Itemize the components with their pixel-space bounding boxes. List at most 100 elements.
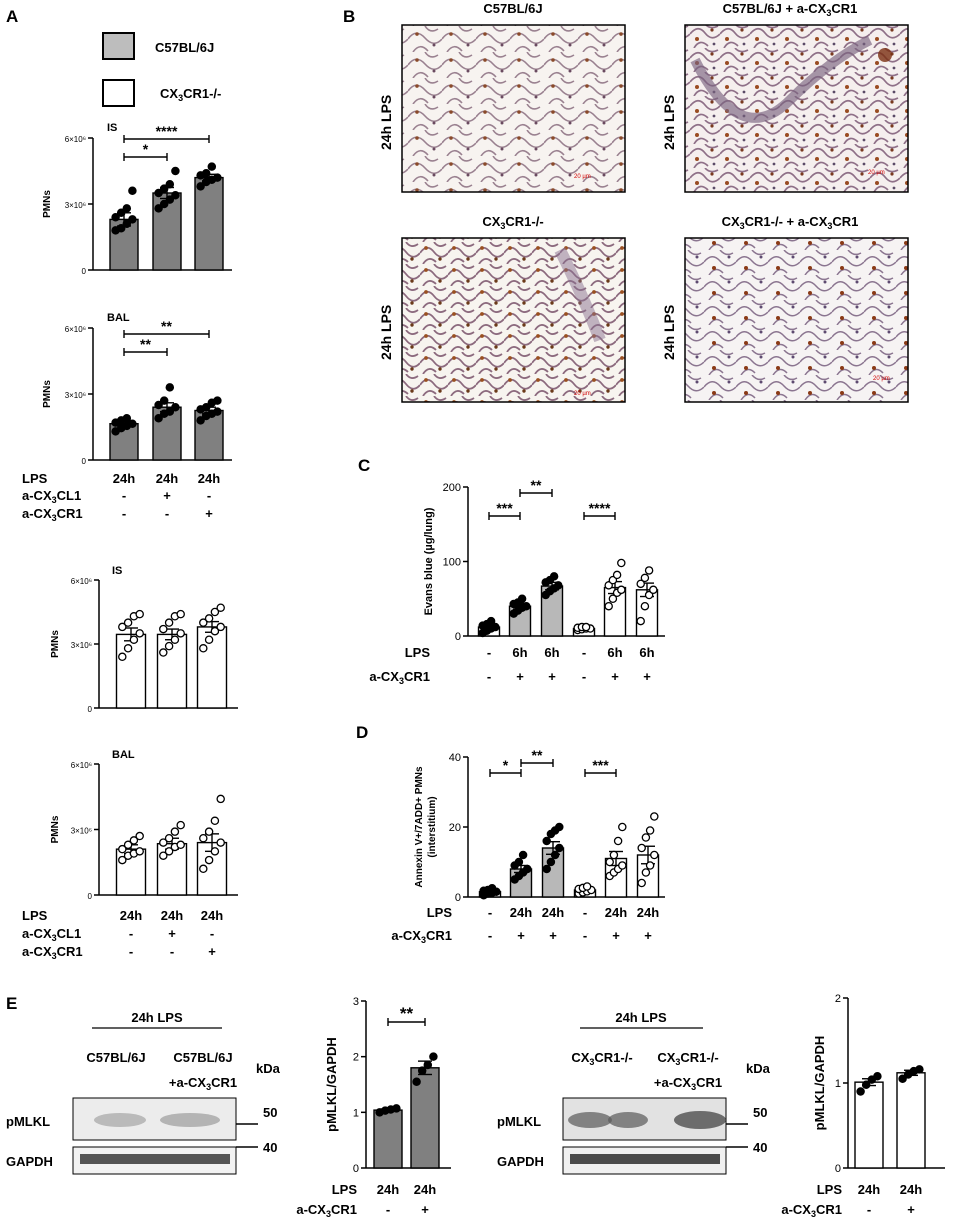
condition-value: 24h — [120, 908, 142, 923]
panel-label-e: E — [6, 994, 17, 1013]
condition-value: 6h — [512, 645, 527, 660]
micrograph-panel: C57BL/6J C57BL/6J + a-CX3CR1 CX3CR1-/- C… — [378, 1, 909, 403]
data-point — [196, 182, 205, 191]
row-label-e2-lps: LPS — [817, 1182, 843, 1197]
data-point — [128, 419, 137, 428]
condition-value: - — [129, 926, 133, 941]
row-label-acl1: a-CX3CL1 — [22, 488, 81, 505]
condition-value: - — [170, 944, 174, 959]
y-tick-label: 2 — [353, 1052, 359, 1064]
data-point — [159, 199, 169, 209]
data-point — [165, 179, 175, 189]
legend-label-wt: C57BL/6J — [155, 40, 214, 55]
data-point — [213, 173, 222, 182]
y-tick-label: 6×10⁶ — [65, 325, 86, 334]
data-point — [164, 847, 174, 856]
side-label-4: 24h LPS — [661, 305, 677, 360]
data-point — [637, 843, 646, 853]
chart-e-pmlkl-ko: 0 1 2 pMLKL/GAPDH — [812, 993, 945, 1175]
ko-vessel — [554, 247, 606, 343]
data-point — [604, 601, 613, 611]
data-point — [170, 635, 180, 644]
data-point — [164, 833, 174, 843]
condition-value: - — [583, 905, 587, 920]
data-point — [159, 184, 169, 193]
western-blot-ko: 24h LPS CX3CR1-/- CX3CR1-/- +a-CX3CR1 kD… — [497, 1010, 771, 1175]
row-label-lps: LPS — [22, 471, 48, 486]
data-point — [612, 570, 622, 580]
micrograph-wt-acr1 — [684, 24, 909, 193]
condition-value: 24h — [201, 908, 223, 923]
chart-e-pmlkl-wt: 0 1 2 3 pMLKL/GAPDH ** — [324, 996, 451, 1175]
data-point — [216, 622, 225, 632]
micrograph-title-wt-acr1: C57BL/6J + a-CX3CR1 — [723, 1, 858, 18]
condition-value: - — [488, 928, 492, 943]
row-labels-e: LPS a-CX3CR1 LPS a-CX3CR1 24h - 24h +24h - 24… — [296, 1182, 922, 1219]
sig-label: *** — [496, 500, 513, 516]
condition-value: 24h — [113, 471, 135, 486]
data-point — [523, 864, 532, 874]
y-tick-label: 1 — [353, 1107, 359, 1119]
condition-value: 24h — [858, 1182, 880, 1197]
data-point — [514, 857, 524, 867]
condition-value: 24h — [605, 905, 627, 920]
condition-value: 6h — [544, 645, 559, 660]
y-axis-label: PMNs — [42, 380, 53, 408]
data-point — [613, 836, 623, 846]
data-point — [204, 614, 214, 623]
data-point — [216, 603, 225, 612]
lane-label-wt-2b: +a-CX3CR1 — [169, 1075, 237, 1092]
data-point — [165, 195, 175, 204]
row-gapdh-wt: GAPDH — [6, 1154, 53, 1169]
y-tick-label: 0 — [88, 705, 93, 714]
vessel-wall — [690, 35, 873, 123]
chart-title: BAL — [112, 749, 135, 761]
condition-value: 24h — [377, 1182, 399, 1197]
condition-value: - — [582, 645, 586, 660]
sig-label: ** — [140, 336, 151, 352]
data-point — [216, 838, 225, 847]
data-point — [199, 833, 208, 843]
marker-40-ko: 40 — [753, 1140, 767, 1155]
row-gapdh-ko: GAPDH — [497, 1154, 544, 1169]
row-labels-c: LPS a-CX3CR1 - - 6h +6h + - - 6h +6h + — [369, 645, 654, 686]
legend-swatch-wt — [102, 32, 135, 60]
chart-title: IS — [112, 565, 122, 577]
condition-value: + — [548, 669, 556, 684]
blot-header-ko: 24h LPS — [615, 1010, 667, 1025]
condition-value: - — [583, 928, 587, 943]
panel-label-a: A — [6, 7, 18, 26]
data-point — [176, 820, 185, 830]
data-point — [636, 579, 645, 589]
row-labels-a-bottom: LPS a-CX3CL1 a-CX3CR1 24h - - 24h + - 24h - + — [22, 908, 223, 961]
data-point — [123, 840, 133, 850]
data-point — [898, 1074, 907, 1084]
data-point — [491, 622, 500, 632]
y-tick-label: 40 — [449, 752, 461, 764]
data-point — [213, 407, 222, 416]
condition-value: - — [488, 905, 492, 920]
data-point — [201, 168, 211, 178]
scale-bar-label-4: 20 µm — [873, 376, 890, 382]
data-point — [637, 878, 646, 888]
row-pmlkl-wt: pMLKL — [6, 1114, 50, 1129]
y-axis-label: Evans blue (µg/lung) — [423, 507, 435, 615]
data-point — [650, 812, 659, 821]
y-tick-label: 3×10⁶ — [71, 641, 92, 650]
data-point — [856, 1087, 865, 1096]
data-point — [204, 827, 214, 836]
side-label-2: 24h LPS — [661, 95, 677, 150]
condition-value: 24h — [542, 905, 564, 920]
chart-a-is-ko: 0 3×10⁶ 6×10⁶ IS PMNs — [50, 565, 238, 714]
marker-40-wt: 40 — [263, 1140, 277, 1155]
condition-value: - — [129, 944, 133, 959]
scale-bar-label-1: 20 µm — [574, 174, 591, 180]
data-point — [555, 843, 564, 853]
data-point — [550, 850, 560, 860]
data-point — [154, 204, 163, 213]
marker-50-ko: 50 — [753, 1105, 767, 1120]
condition-value: 6h — [639, 645, 654, 660]
data-point — [873, 1071, 882, 1081]
data-point — [487, 884, 497, 893]
